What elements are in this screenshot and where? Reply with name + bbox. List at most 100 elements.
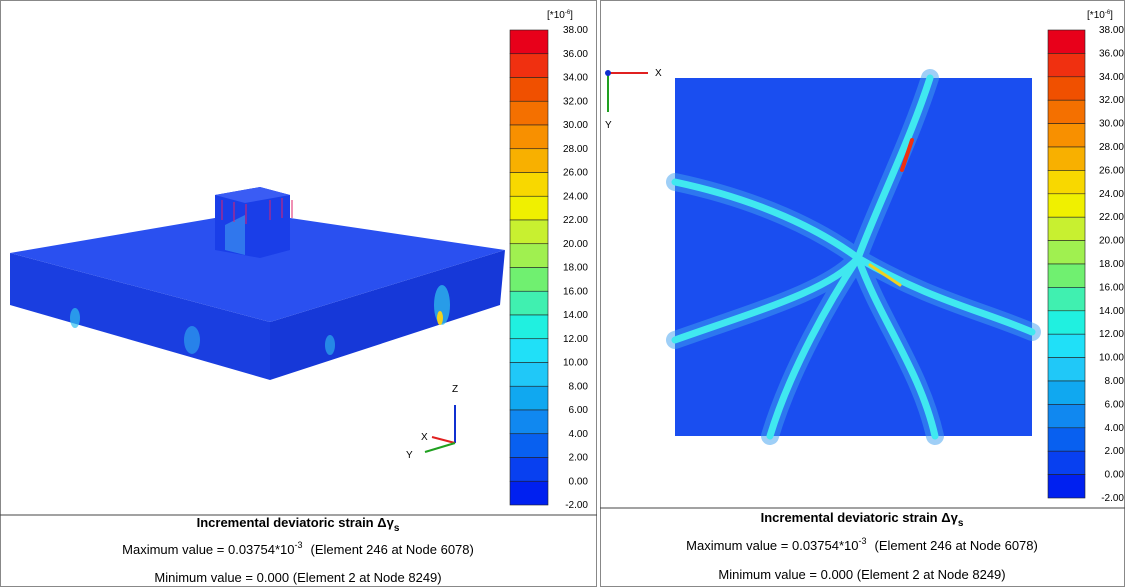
- legend-label: 2.00: [569, 453, 589, 464]
- legend-label: 30.00: [1099, 119, 1124, 130]
- legend-label: 28.00: [563, 144, 588, 155]
- caption-min: Minimum value = 0.000 (Element 2 at Node…: [718, 567, 1005, 582]
- legend-label: 12.00: [563, 334, 588, 345]
- unit-exponent: -6: [565, 10, 571, 16]
- caption-min: Minimum value = 0.000 (Element 2 at Node…: [154, 570, 441, 585]
- legend-band: [1047, 216, 1086, 241]
- unit-suffix: ]: [570, 10, 573, 21]
- model-3d: [10, 187, 505, 380]
- legend-band: [1047, 193, 1086, 218]
- legend-label: 4.00: [1105, 423, 1125, 434]
- legend-band: [509, 172, 549, 197]
- legend-label: 20.00: [563, 239, 588, 250]
- legend-band: [1047, 146, 1086, 171]
- legend-band: [1047, 357, 1086, 382]
- legend-label: -2.00: [1101, 493, 1124, 504]
- legend-band: [509, 314, 549, 340]
- legend-label: 24.00: [1099, 189, 1124, 200]
- legend-label: 22.00: [563, 215, 588, 226]
- title-text: Incremental deviatoric strain Δγ: [761, 510, 959, 525]
- legend-label: 38.00: [1099, 25, 1124, 36]
- axis-label: X: [655, 68, 662, 79]
- max-suffix: (Element 246 at Node 6078): [875, 538, 1038, 553]
- legend-band: [509, 53, 549, 78]
- legend-band: [1047, 380, 1086, 405]
- caption-max: Maximum value = 0.03754*10-3 (Element 246…: [686, 536, 1038, 553]
- legend-label: 18.00: [1099, 259, 1124, 270]
- legend-label: 16.00: [563, 286, 588, 297]
- max-suffix: (Element 246 at Node 6078): [311, 542, 474, 557]
- legend-band: [1047, 310, 1086, 335]
- legend-label: 14.00: [1099, 306, 1124, 317]
- axis-label: X: [421, 432, 428, 443]
- legend-label: 32.00: [1099, 95, 1124, 106]
- unit-prefix: [*10: [1087, 10, 1105, 21]
- legend-band: [509, 100, 549, 126]
- legend-band: [509, 267, 549, 292]
- legend-label: 12.00: [1099, 329, 1124, 340]
- title-subscript: s: [958, 518, 964, 529]
- legend-label: 10.00: [1099, 353, 1124, 364]
- legend-band: [509, 77, 549, 102]
- axis-label: Y: [406, 450, 413, 461]
- legend-label: 4.00: [569, 429, 589, 440]
- legend-band: [1047, 76, 1086, 101]
- legend-band: [509, 195, 549, 221]
- legend-label: 34.00: [1099, 72, 1124, 83]
- legend-label: 24.00: [563, 191, 588, 202]
- unit-prefix: [*10: [547, 10, 565, 21]
- legend-label: 26.00: [1099, 165, 1124, 176]
- legend-label: 10.00: [563, 358, 588, 369]
- legend-label: 6.00: [569, 405, 589, 416]
- legend-label: -2.00: [565, 500, 588, 511]
- legend-unit: [*10-6]: [547, 10, 573, 21]
- legend-band: [1047, 474, 1086, 499]
- legend-label: 26.00: [563, 168, 588, 179]
- legend-label: 20.00: [1099, 236, 1124, 247]
- max-exponent: -3: [295, 540, 303, 550]
- legend-band: [1047, 427, 1086, 452]
- legend-band: [1047, 29, 1086, 54]
- legend-band: [509, 362, 549, 387]
- legend-band: [509, 29, 549, 55]
- legend-unit: [*10-6]: [1087, 10, 1113, 21]
- caption-title: Incremental deviatoric strain Δγs: [197, 515, 400, 534]
- legend-band: [509, 457, 549, 482]
- legend-band: [509, 290, 549, 316]
- legend-label: 30.00: [563, 120, 588, 131]
- max-prefix: Maximum value = 0.03754*10: [686, 538, 858, 553]
- model-plan: X Y: [605, 68, 1041, 445]
- max-exponent: -3: [859, 536, 867, 546]
- legend-label: 28.00: [1099, 142, 1124, 153]
- legend-label: 32.00: [563, 96, 588, 107]
- legend-label: 36.00: [1099, 48, 1124, 59]
- axis-gizmo: Z X Y: [406, 384, 458, 461]
- legend-band: [509, 385, 549, 411]
- axis-label: Y: [605, 120, 612, 131]
- legend-band: [1047, 404, 1086, 429]
- unit-suffix: ]: [1110, 10, 1113, 21]
- title-subscript: s: [394, 523, 400, 534]
- axis-label: Z: [452, 384, 458, 395]
- legend-band: [509, 338, 549, 363]
- legend-band: [1047, 333, 1086, 358]
- legend-band: [1047, 53, 1086, 78]
- title-text: Incremental deviatoric strain Δγ: [197, 515, 395, 530]
- legend-label: 18.00: [563, 263, 588, 274]
- legend-label: 34.00: [563, 73, 588, 84]
- legend-band: [1047, 170, 1086, 195]
- legend-band: [509, 148, 549, 173]
- legend-label: 0.00: [569, 476, 589, 487]
- legend-label: 36.00: [563, 49, 588, 60]
- legend-band: [1047, 263, 1086, 288]
- legend-label: 8.00: [569, 381, 589, 392]
- legend-band: [1047, 240, 1086, 265]
- legend-band: [509, 480, 549, 506]
- legend-band: [509, 243, 549, 268]
- unit-exponent: -6: [1105, 10, 1111, 16]
- legend-band: [509, 433, 549, 458]
- legend-band: [1047, 287, 1086, 312]
- legend-label: 0.00: [1105, 470, 1125, 481]
- legend-band: [1047, 450, 1086, 475]
- max-prefix: Maximum value = 0.03754*10: [122, 542, 294, 557]
